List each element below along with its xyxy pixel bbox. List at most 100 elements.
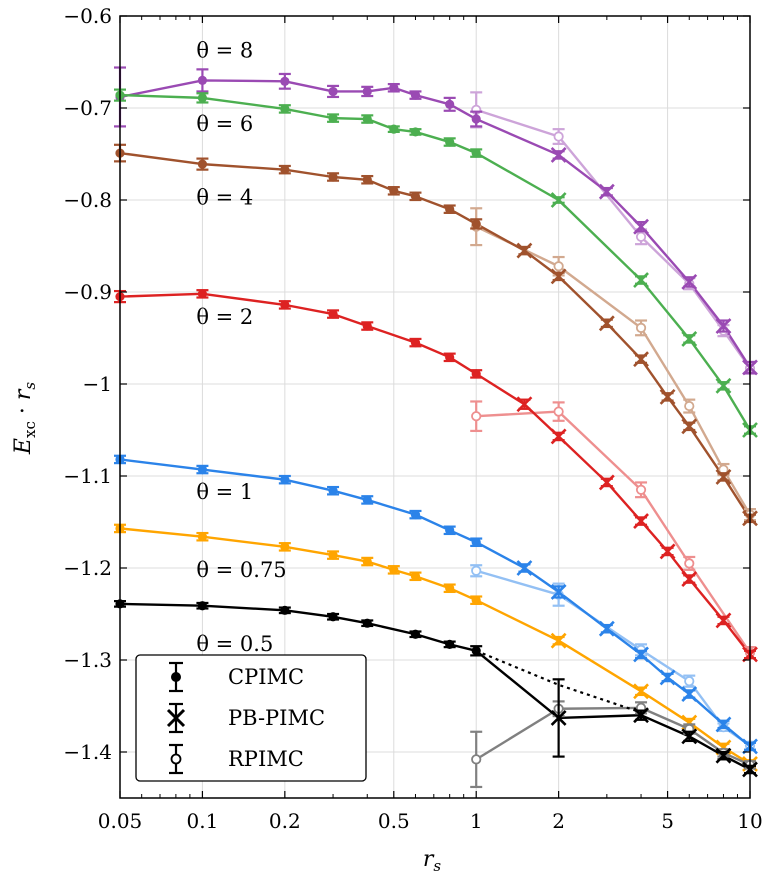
legend-label: CPIMC	[228, 665, 304, 689]
x-tick-label: 0.1	[187, 809, 219, 833]
y-tick-label: −1.2	[63, 556, 112, 580]
cpimc-point	[280, 605, 290, 615]
cpimc-point	[410, 191, 421, 201]
rpimc-point	[471, 565, 482, 576]
theta-label: θ = 0.75	[196, 558, 286, 582]
cpimc-point	[471, 148, 481, 158]
y-tick-label: −0.9	[63, 280, 112, 304]
cpimc-point	[445, 204, 455, 214]
cpimc-pbpimc-line	[119, 93, 752, 431]
pbpimc-point	[550, 147, 567, 163]
cpimc-point	[280, 300, 290, 310]
pbpimc-point	[681, 571, 698, 587]
rpimc-point	[471, 754, 482, 765]
y-tick-label: −0.6	[63, 4, 112, 28]
cpimc-pbpimc-line	[119, 527, 751, 765]
cpimc-point	[445, 583, 455, 593]
theta-label: θ = 2	[196, 305, 253, 329]
pbpimc-point	[715, 716, 732, 733]
cpimc-point	[197, 75, 208, 85]
rpimc-point	[553, 261, 564, 272]
cpimc-point	[445, 99, 455, 109]
cpimc-point	[410, 127, 421, 137]
cpimc-point	[328, 113, 338, 123]
y-tick-label: −1	[83, 372, 112, 396]
pbpimc-point	[659, 543, 676, 560]
pbpimc-point	[681, 273, 698, 290]
y-axis-label: Exc · rs	[11, 382, 39, 455]
theta-label: θ = 1	[196, 480, 253, 504]
series-theta-4	[114, 143, 758, 527]
cpimc-point	[410, 90, 421, 100]
cpimc-point	[471, 219, 481, 229]
cpimc-point	[197, 601, 208, 611]
pbpimc-point	[633, 351, 649, 368]
pbpimc-point	[598, 474, 615, 491]
cpimc-point	[445, 137, 455, 147]
pbpimc-point	[633, 707, 649, 724]
cpimc-point	[328, 486, 338, 496]
y-tick-label: −0.7	[63, 96, 112, 120]
cpimc-pbpimc-line	[119, 458, 751, 748]
cpimc-point	[389, 565, 399, 575]
cpimc-point	[471, 595, 481, 605]
theta-label: θ = 0.5	[196, 632, 273, 656]
pbpimc-point	[598, 315, 615, 332]
pbpimc-point	[550, 710, 567, 726]
series-theta-0_75	[114, 523, 758, 772]
pbpimc-point	[516, 242, 533, 259]
axis-tick-labels: 0.05 0.1 0.2 0.5 1 2 5 10 −0.6 −0.7 −0.8 −0.9 −1 −1.1…	[63, 4, 762, 833]
cpimc-point	[362, 495, 372, 505]
series-layer	[114, 66, 758, 789]
rpimc-point	[553, 406, 564, 417]
pbpimc-point	[550, 632, 567, 649]
cpimc-point	[280, 165, 290, 175]
legend: CPIMC PB-PIMC RPIMC	[135, 654, 367, 782]
cpimc-point	[389, 124, 399, 134]
rpimc-point	[471, 411, 482, 422]
cpimc-point	[389, 83, 399, 93]
cpimc-point	[445, 639, 455, 649]
pbpimc-point	[550, 268, 567, 285]
cpimc-point	[410, 510, 421, 520]
pbpimc-point	[598, 183, 615, 200]
pbpimc-point	[659, 669, 676, 686]
series-theta-2	[114, 289, 758, 663]
pbpimc-point	[550, 584, 567, 600]
pbpimc-point	[715, 318, 732, 334]
series-theta-8	[114, 66, 758, 376]
cpimc-point	[410, 629, 421, 639]
pbpimc-point	[550, 192, 567, 208]
legend-label: PB-PIMC	[228, 706, 325, 730]
axis-ticks	[119, 15, 751, 798]
pbpimc-point	[715, 612, 732, 629]
cpimc-point	[328, 172, 338, 182]
pbpimc-point	[633, 646, 649, 663]
legend-cpimc-marker	[171, 672, 181, 682]
pbpimc-point	[633, 272, 649, 288]
pbpimc-point	[598, 620, 615, 637]
pbpimc-point	[550, 428, 567, 445]
y-tick-label: −0.8	[63, 188, 112, 212]
legend-rpimc-marker	[170, 753, 182, 765]
theta-labels: θ = 8 θ = 6 θ = 4 θ = 2 θ = 1 θ = 0.75 θ = 0.5	[196, 38, 286, 655]
cpimc-point	[328, 86, 338, 97]
cpimc-pbpimc-line	[119, 292, 751, 656]
rpimc-line	[475, 225, 752, 516]
legend-label: RPIMC	[228, 747, 304, 771]
x-tick-label: 0.2	[269, 809, 301, 833]
cpimc-point	[280, 475, 290, 485]
cpimc-point	[197, 159, 208, 169]
series-theta-6	[114, 88, 758, 438]
theta-label: θ = 8	[196, 38, 253, 62]
cpimc-point	[362, 114, 372, 124]
pbpimc-point	[715, 747, 732, 764]
pbpimc-point	[633, 218, 649, 235]
pbpimc-point	[715, 469, 732, 485]
pbpimc-point	[681, 728, 698, 745]
cpimc-point	[362, 86, 372, 97]
pbpimc-point	[516, 396, 533, 413]
pbpimc-point	[681, 331, 698, 347]
